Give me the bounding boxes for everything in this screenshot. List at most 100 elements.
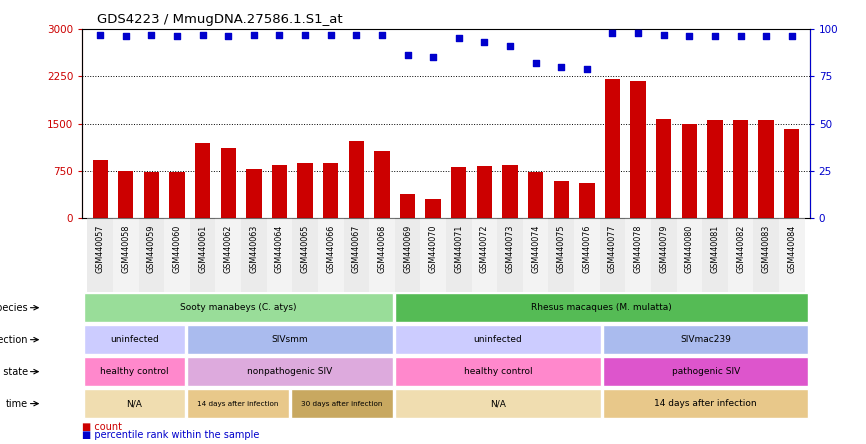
Text: healthy control: healthy control: [463, 367, 533, 376]
Text: GSM440071: GSM440071: [455, 224, 463, 273]
Bar: [451, 166, 467, 218]
Text: GSM440074: GSM440074: [531, 224, 540, 273]
Bar: [323, 163, 339, 218]
Text: N/A: N/A: [490, 399, 506, 408]
Bar: [267, 218, 293, 292]
Bar: [579, 183, 595, 218]
Point: [529, 59, 543, 67]
Text: time: time: [5, 399, 28, 408]
Text: GSM440082: GSM440082: [736, 224, 745, 273]
FancyBboxPatch shape: [291, 389, 392, 418]
Bar: [625, 218, 651, 292]
Bar: [630, 81, 646, 218]
Point: [734, 33, 747, 40]
Point: [785, 33, 798, 40]
FancyBboxPatch shape: [187, 389, 288, 418]
Text: GSM440058: GSM440058: [121, 224, 130, 273]
Point: [273, 31, 287, 38]
Bar: [113, 218, 139, 292]
Bar: [784, 129, 799, 218]
Text: GSM440061: GSM440061: [198, 224, 207, 273]
Bar: [216, 218, 241, 292]
Bar: [246, 169, 262, 218]
Bar: [144, 172, 159, 218]
Point: [119, 33, 132, 40]
Text: GSM440063: GSM440063: [249, 224, 258, 273]
Bar: [395, 218, 420, 292]
Text: ■ count: ■ count: [82, 421, 122, 432]
Text: infection: infection: [0, 335, 28, 345]
Text: disease state: disease state: [0, 367, 28, 377]
Bar: [599, 218, 625, 292]
Bar: [425, 199, 441, 218]
Bar: [497, 218, 523, 292]
Text: GSM440077: GSM440077: [608, 224, 617, 273]
Text: Rhesus macaques (M. mulatta): Rhesus macaques (M. mulatta): [532, 303, 672, 312]
Bar: [476, 166, 492, 218]
Point: [145, 31, 158, 38]
Text: GSM440079: GSM440079: [659, 224, 669, 273]
Point: [196, 31, 210, 38]
Bar: [374, 151, 390, 218]
Bar: [702, 218, 727, 292]
Text: SIVsmm: SIVsmm: [272, 335, 308, 344]
Text: uninfected: uninfected: [110, 335, 158, 344]
Bar: [190, 218, 216, 292]
Point: [452, 35, 466, 42]
Text: pathogenic SIV: pathogenic SIV: [672, 367, 740, 376]
Text: GSM440081: GSM440081: [710, 224, 720, 273]
Point: [682, 33, 696, 40]
Bar: [733, 120, 748, 218]
Bar: [779, 218, 805, 292]
Text: GSM440070: GSM440070: [429, 224, 437, 273]
Text: Sooty manabeys (C. atys): Sooty manabeys (C. atys): [180, 303, 296, 312]
Text: GDS4223 / MmugDNA.27586.1.S1_at: GDS4223 / MmugDNA.27586.1.S1_at: [97, 13, 342, 26]
Bar: [241, 218, 267, 292]
FancyBboxPatch shape: [83, 357, 185, 386]
Bar: [523, 218, 548, 292]
FancyBboxPatch shape: [603, 389, 809, 418]
Bar: [272, 165, 288, 218]
Bar: [400, 194, 416, 218]
Text: healthy control: healthy control: [100, 367, 169, 376]
Bar: [165, 218, 190, 292]
Point: [605, 29, 619, 36]
Bar: [574, 218, 599, 292]
Bar: [528, 172, 543, 218]
Bar: [682, 124, 697, 218]
Text: GSM440068: GSM440068: [378, 224, 386, 273]
Point: [656, 31, 670, 38]
Bar: [759, 120, 774, 218]
FancyBboxPatch shape: [83, 293, 392, 322]
Text: GSM440059: GSM440059: [147, 224, 156, 273]
Text: GSM440072: GSM440072: [480, 224, 489, 273]
Bar: [139, 218, 165, 292]
FancyBboxPatch shape: [83, 325, 185, 354]
Text: GSM440060: GSM440060: [172, 224, 182, 273]
Text: GSM440057: GSM440057: [96, 224, 105, 273]
Text: GSM440064: GSM440064: [275, 224, 284, 273]
FancyBboxPatch shape: [603, 357, 809, 386]
Bar: [676, 218, 702, 292]
FancyBboxPatch shape: [395, 357, 601, 386]
Bar: [293, 218, 318, 292]
Text: ■ percentile rank within the sample: ■ percentile rank within the sample: [82, 430, 260, 440]
Bar: [502, 165, 518, 218]
Bar: [472, 218, 497, 292]
Bar: [344, 218, 369, 292]
Point: [222, 33, 236, 40]
FancyBboxPatch shape: [187, 325, 392, 354]
Point: [477, 39, 491, 46]
Text: GSM440069: GSM440069: [403, 224, 412, 273]
FancyBboxPatch shape: [187, 357, 392, 386]
Text: GSM440075: GSM440075: [557, 224, 565, 273]
Text: GSM440073: GSM440073: [506, 224, 514, 273]
Bar: [656, 119, 671, 218]
Text: GSM440066: GSM440066: [326, 224, 335, 273]
Point: [426, 54, 440, 61]
Point: [401, 52, 415, 59]
Point: [503, 42, 517, 49]
Text: 30 days after infection: 30 days after infection: [301, 400, 383, 407]
Bar: [195, 143, 210, 218]
Point: [375, 31, 389, 38]
